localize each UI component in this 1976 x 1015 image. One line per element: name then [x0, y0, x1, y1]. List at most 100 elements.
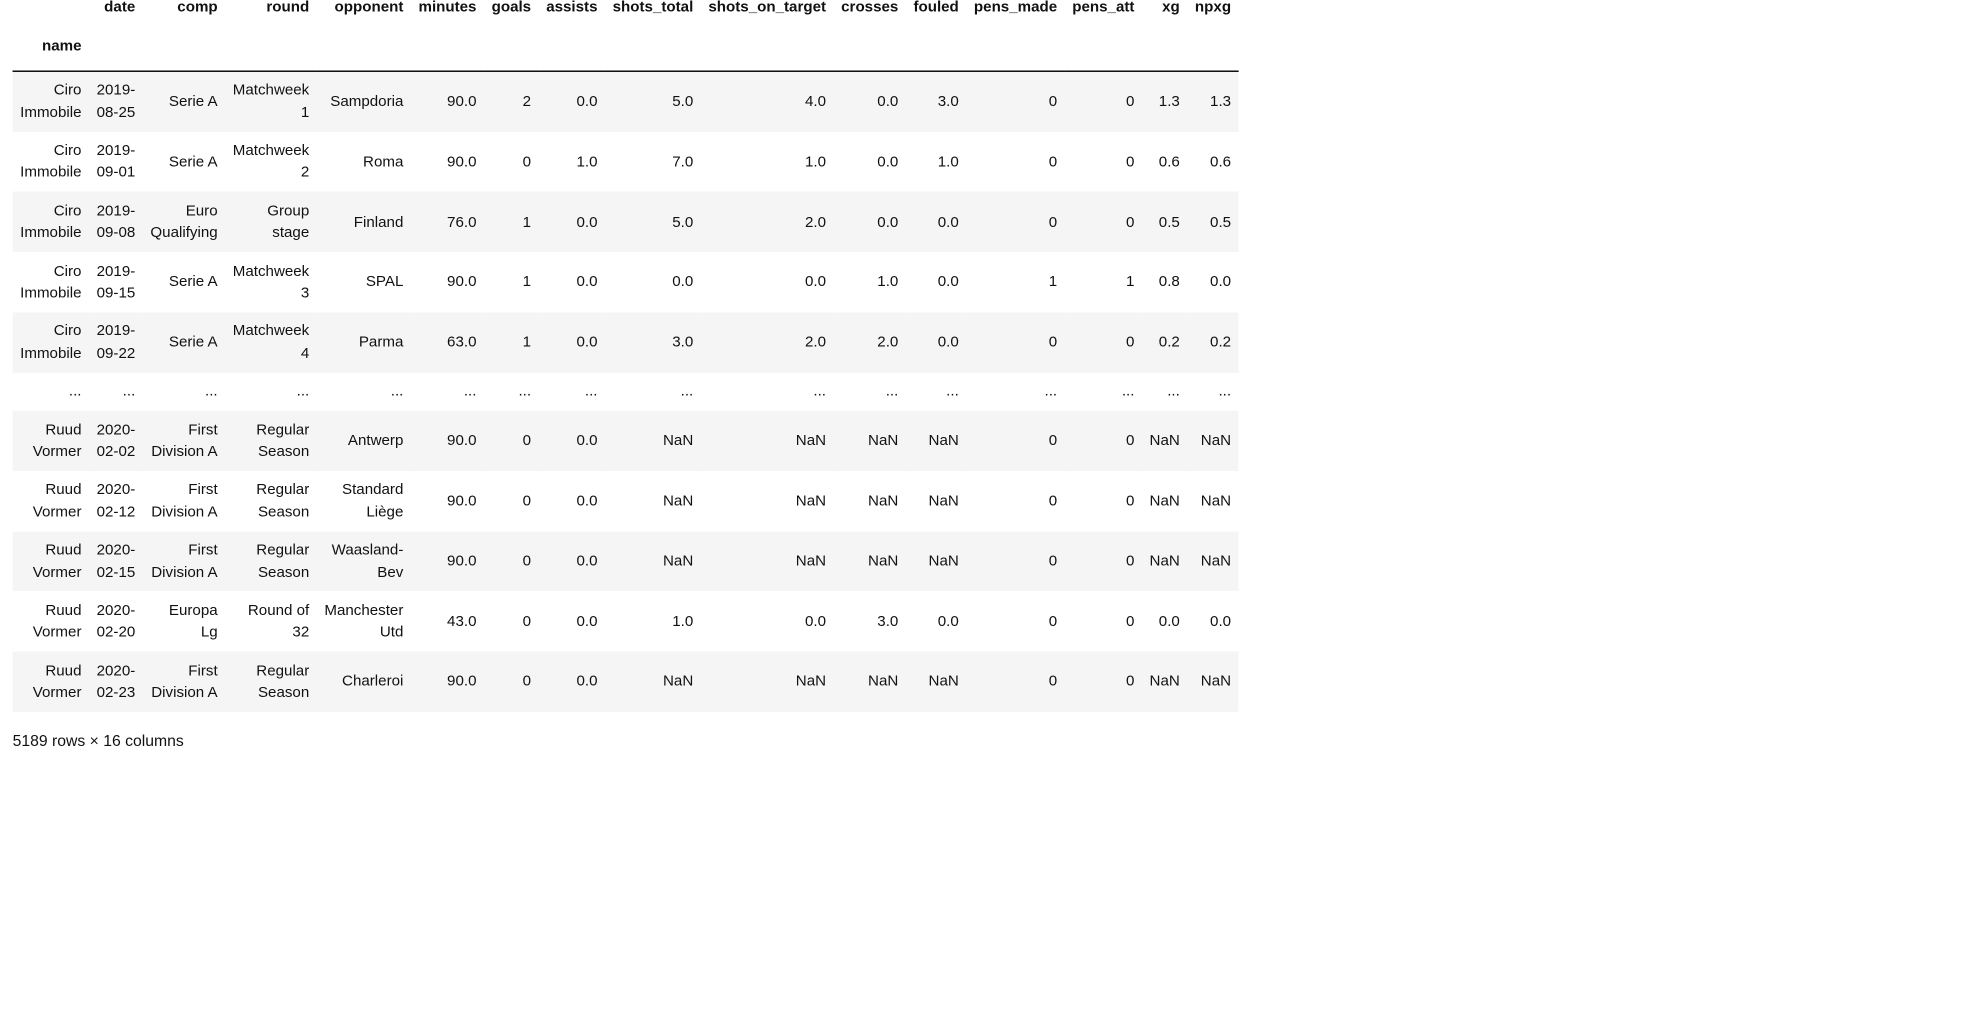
table-cell-goals: 0	[522, 611, 532, 630]
table-cell-xg: 0.0	[1158, 611, 1180, 630]
table-cell-assists: 0.0	[576, 551, 598, 570]
column-header: comp	[177, 0, 218, 16]
table-cell-date: ...	[122, 382, 136, 400]
table-cell-pens-made: 0	[1048, 212, 1058, 230]
row-index-cell: Ciro Immobile	[20, 321, 82, 362]
table-cell-xg: 0.5	[1158, 212, 1180, 230]
table-cell-shots-total: NaN	[663, 431, 694, 449]
table-cell-fouled: 3.0	[937, 91, 959, 110]
table-cell-shots-on-target: NaN	[795, 431, 827, 449]
table-cell-date: 2019-09-08	[96, 201, 136, 241]
table-cell-minutes: 90.0	[447, 272, 477, 291]
table-cell-date: 2020-02-23	[96, 661, 136, 701]
table-cell-round: Regular Season	[256, 661, 310, 701]
table-body: Ciro Immobile 2019-08-25 Serie A Matchweek …	[12, 70, 1239, 712]
table-cell-npxg: NaN	[1200, 431, 1232, 449]
table-row: Ciro Immobile 2019-09-08 Euro Qualifying Gr…	[12, 191, 1239, 253]
table-cell-shots-total: 5.0	[672, 212, 694, 230]
column-header: opponent	[334, 0, 404, 16]
table-cell-shots-on-target: NaN	[795, 491, 827, 510]
index-name-row: name	[12, 28, 1239, 71]
row-index-cell: Ruud Vormer	[32, 480, 82, 521]
row-index-cell: Ruud Vormer	[32, 540, 82, 581]
table-cell-minutes: 90.0	[447, 672, 477, 690]
table-cell-comp: Serie A	[168, 152, 218, 170]
table-cell-fouled: 0.0	[937, 272, 959, 291]
table-cell-npxg: 0.5	[1210, 212, 1232, 230]
table-cell-shots-on-target: 2.0	[805, 212, 827, 230]
table-cell-fouled: 0.0	[937, 332, 959, 351]
table-cell-shots-total: 7.0	[672, 152, 694, 170]
table-cell-npxg: NaN	[1200, 551, 1232, 570]
row-index-cell: Ruud Vormer	[32, 600, 82, 641]
table-cell-assists: 0.0	[576, 431, 598, 449]
table-row: Ruud Vormer 2020-02-12 First Division A Reg…	[12, 471, 1239, 532]
table-cell-opponent: Charleroi	[342, 672, 404, 690]
table-cell-round: Round of 32	[247, 600, 310, 641]
table-cell-shots-on-target: NaN	[795, 551, 827, 570]
table-cell-goals: 2	[522, 91, 532, 110]
table-cell-date: 2020-02-02	[96, 420, 136, 460]
table-cell-crosses: NaN	[868, 672, 899, 690]
table-row: Ciro Immobile 2019-09-22 Serie A Matchweek …	[12, 312, 1239, 373]
table-cell-minutes: 90.0	[447, 551, 477, 570]
column-header: minutes	[418, 0, 477, 16]
row-index-cell: Ciro Immobile	[20, 80, 82, 121]
table-cell-date: 2020-02-15	[96, 540, 136, 581]
table-cell-opponent: Standard Liège	[342, 480, 404, 521]
table-cell-shots-on-target: 4.0	[805, 91, 827, 110]
table-cell-crosses: ...	[885, 382, 899, 400]
table-cell-xg: 0.6	[1158, 152, 1180, 170]
table-cell-opponent: Manchester Utd	[324, 600, 404, 641]
table-cell-shots-on-target: NaN	[795, 672, 827, 690]
table-cell-goals: 0	[522, 491, 532, 510]
table-row: Ciro Immobile 2019-09-15 Serie A Matchweek …	[12, 252, 1239, 313]
table-cell-goals: 0	[522, 152, 532, 170]
table-cell-comp: Serie A	[168, 332, 218, 351]
table-cell-fouled: 1.0	[937, 152, 959, 170]
row-index-cell: Ciro Immobile	[20, 261, 82, 302]
row-index-cell: Ruud Vormer	[32, 420, 82, 460]
table-cell-pens-att: 0	[1126, 91, 1135, 110]
table-cell-comp: Euro Qualifying	[150, 201, 218, 241]
table-cell-round: Matchweek 2	[232, 141, 310, 181]
table-cell-round: Regular Season	[256, 420, 310, 460]
table-cell-xg: NaN	[1149, 672, 1180, 690]
table-cell-comp: ...	[205, 382, 218, 400]
row-index-cell: ...	[68, 382, 82, 400]
table-cell-comp: First Division A	[151, 540, 218, 581]
table-cell-round: Matchweek 3	[232, 261, 310, 302]
table-cell-assists: 0.0	[576, 332, 598, 351]
table-cell-round: Matchweek 1	[232, 80, 310, 121]
table-row: Ciro Immobile 2019-09-01 Serie A Matchweek …	[12, 131, 1239, 192]
table-cell-pens-att: 0	[1126, 212, 1135, 230]
table-cell-assists: 0.0	[576, 212, 598, 230]
table-cell-date: 2019-09-15	[96, 261, 136, 302]
dataframe-output: date comp round opponent minutes goals a…	[12, 0, 1239, 750]
table-cell-date: 2020-02-12	[96, 480, 136, 521]
column-header: pens_att	[1072, 0, 1135, 16]
table-cell-npxg: NaN	[1200, 491, 1232, 510]
column-header-row: date comp round opponent minutes goals a…	[13, 0, 1239, 28]
table-cell-npxg: NaN	[1200, 672, 1232, 690]
table-cell-crosses: 2.0	[877, 332, 899, 351]
table-cell-date: 2019-08-25	[96, 80, 136, 121]
index-name-header: name	[41, 37, 82, 55]
table-row: Ruud Vormer 2020-02-23 First Division A Reg…	[12, 651, 1239, 712]
table-cell-crosses: NaN	[868, 551, 899, 570]
column-header: fouled	[913, 0, 959, 16]
table-cell-shots-on-target: 0.0	[805, 611, 827, 630]
table-cell-assists: 0.0	[576, 91, 598, 110]
table-cell-opponent: Sampdoria	[330, 91, 404, 110]
table-cell-crosses: 1.0	[877, 272, 899, 291]
table-cell-minutes: 90.0	[447, 152, 477, 170]
table-cell-pens-att: 0	[1126, 152, 1135, 170]
table-row: Ciro Immobile 2019-08-25 Serie A Matchweek …	[12, 70, 1239, 132]
table-cell-minutes: 90.0	[447, 91, 477, 110]
table-cell-pens-att: 0	[1126, 491, 1135, 510]
table-cell-crosses: 0.0	[877, 152, 899, 170]
table-cell-opponent: Waasland-Bev	[331, 540, 404, 581]
table-cell-assists: 0.0	[576, 672, 598, 690]
table-cell-shots-total: 1.0	[672, 611, 694, 630]
table-cell-opponent: Antwerp	[347, 431, 404, 449]
